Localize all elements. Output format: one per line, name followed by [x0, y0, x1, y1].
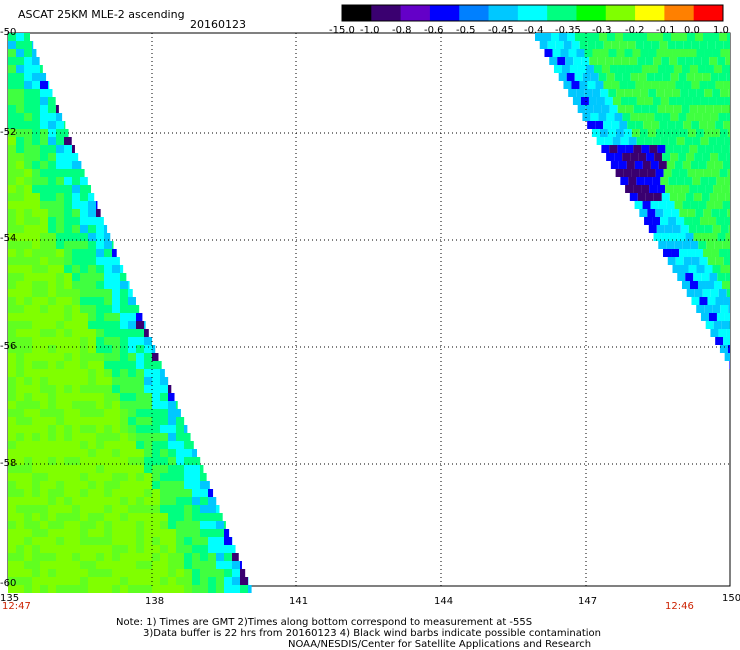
colorbar: [341, 4, 724, 22]
time-label-left: 12:47: [2, 601, 31, 612]
note-line-1: Note: 1) Times are GMT 2)Times along bot…: [116, 617, 533, 628]
colorbar-swatch: [459, 5, 490, 21]
colorbar-label: 1.0: [713, 25, 729, 36]
colorbar-swatch: [488, 5, 519, 21]
colorbar-swatch: [547, 5, 577, 21]
product-title: ASCAT 25KM MLE-2 ascending: [18, 8, 185, 21]
colorbar-label: -0.45: [488, 25, 514, 36]
colorbar-swatch: [517, 5, 548, 21]
colorbar-label: -0.3: [592, 25, 612, 36]
swath-right: [535, 33, 730, 369]
colorbar-label: 0.0: [684, 25, 700, 36]
lat-label: -56: [0, 341, 17, 352]
colorbar-label: -0.4: [524, 25, 544, 36]
grid-lines: [8, 33, 730, 586]
colorbar-label: -15.0: [329, 25, 355, 36]
lat-label: -52: [0, 127, 17, 138]
lon-label: 144: [434, 596, 454, 607]
lon-label: 150: [722, 593, 740, 604]
note-line-2: 3)Data buffer is 22 hrs from 20160123 4)…: [143, 628, 601, 639]
colorbar-label: -1.0: [360, 25, 380, 36]
colorbar-label: -0.8: [392, 25, 412, 36]
lon-label: 138: [145, 596, 165, 607]
colorbar-swatch: [605, 5, 636, 21]
colorbar-label: -0.6: [424, 25, 444, 36]
colorbar-label: -0.1: [656, 25, 676, 36]
lat-label: -58: [0, 458, 17, 469]
colorbar-frame: [341, 4, 724, 22]
colorbar-swatch: [342, 5, 372, 21]
swath-left: [8, 33, 252, 593]
product-date: 20160123: [190, 18, 246, 31]
colorbar-label: -0.5: [456, 25, 476, 36]
colorbar-swatch: [664, 5, 695, 21]
lat-label: -54: [0, 233, 17, 244]
time-label-right: 12:46: [665, 601, 694, 612]
colorbar-swatch: [400, 5, 431, 21]
lon-label: 135: [0, 593, 20, 604]
lon-label: 141: [289, 596, 309, 607]
colorbar-swatch: [429, 5, 460, 21]
lon-label: 147: [578, 596, 598, 607]
colorbar-swatch: [635, 5, 665, 21]
colorbar-swatch: [693, 5, 724, 21]
lat-label: -60: [0, 578, 17, 589]
colorbar-swatch: [576, 5, 607, 21]
colorbar-swatch: [371, 5, 402, 21]
colorbar-label: -0.2: [625, 25, 645, 36]
lat-label: -50: [0, 27, 17, 38]
colorbar-label: -0.35: [555, 25, 581, 36]
note-line-3: NOAA/NESDIS/Center for Satellite Applica…: [288, 639, 592, 650]
